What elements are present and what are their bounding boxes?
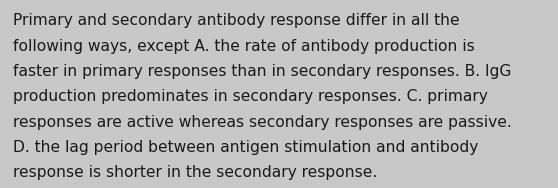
- Text: faster in primary responses than in secondary responses. B. IgG: faster in primary responses than in seco…: [13, 64, 511, 79]
- Text: following ways, except A. the rate of antibody production is: following ways, except A. the rate of an…: [13, 39, 475, 54]
- Text: D. the lag period between antigen stimulation and antibody: D. the lag period between antigen stimul…: [13, 140, 478, 155]
- Text: Primary and secondary antibody response differ in all the: Primary and secondary antibody response …: [13, 13, 460, 28]
- Text: responses are active whereas secondary responses are passive.: responses are active whereas secondary r…: [13, 115, 512, 130]
- Text: production predominates in secondary responses. C. primary: production predominates in secondary res…: [13, 89, 488, 104]
- Text: response is shorter in the secondary response.: response is shorter in the secondary res…: [13, 165, 377, 180]
